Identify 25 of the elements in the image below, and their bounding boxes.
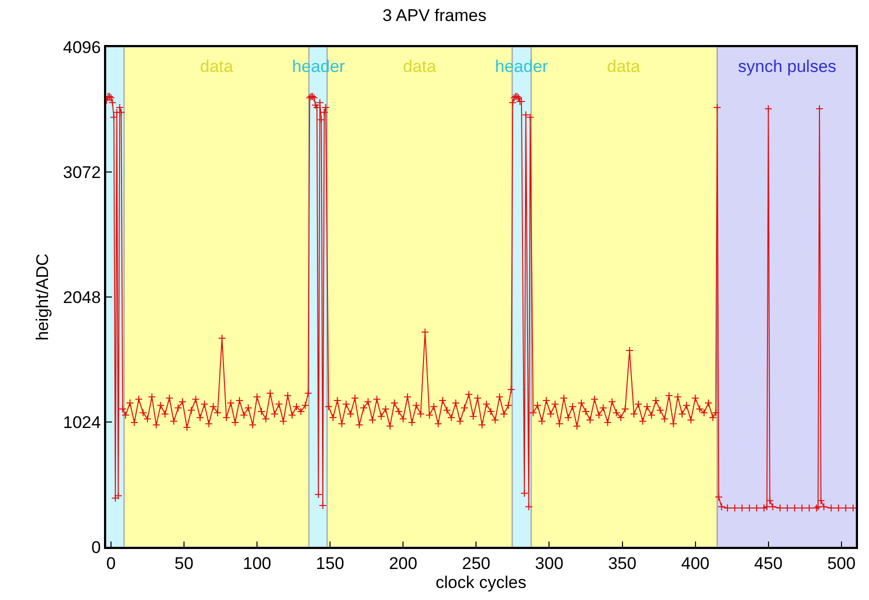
x-tick-label: 150 (316, 554, 344, 574)
band-label: data (403, 57, 437, 76)
y-tick-label: 1024 (63, 412, 101, 432)
y-tick-label: 4096 (63, 38, 101, 57)
y-tick-label: 3072 (63, 162, 101, 182)
x-tick-label: 50 (174, 554, 194, 574)
x-axis-title: clock cycles (436, 573, 526, 592)
x-tick-label: 200 (388, 554, 418, 574)
band-label: data (607, 57, 641, 76)
x-tick-label: 500 (827, 554, 856, 574)
x-tick-label: 400 (681, 554, 710, 574)
band-label: header (292, 57, 346, 76)
band-label: synch pulses (738, 57, 836, 76)
y-tick-label: 0 (91, 538, 101, 557)
x-tick-label: 0 (106, 554, 116, 574)
x-tick-label: 250 (462, 554, 490, 574)
x-tick-label: 300 (535, 554, 564, 574)
y-tick-label: 2048 (63, 288, 101, 307)
band-label: data (200, 57, 234, 76)
x-tick-label: 100 (242, 554, 272, 574)
y-axis-title: height/ADC (33, 254, 52, 340)
chart-title: 3 APV frames (382, 6, 486, 25)
x-tick-label: 450 (754, 554, 783, 574)
band-label: header (495, 57, 548, 76)
x-tick-label: 350 (608, 554, 636, 574)
